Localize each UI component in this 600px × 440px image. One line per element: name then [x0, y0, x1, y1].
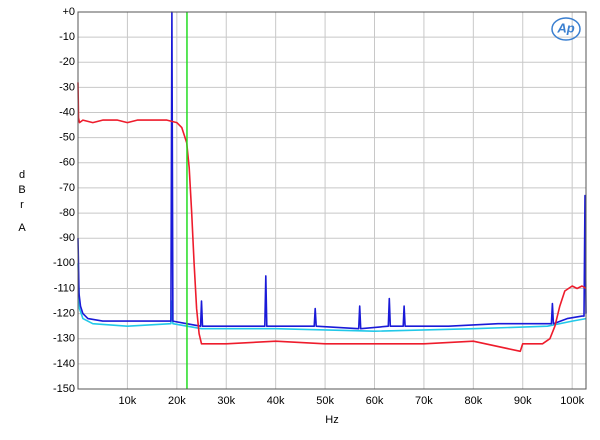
y-tick-label: -120 — [53, 308, 75, 320]
x-axis-label: Hz — [325, 414, 338, 426]
y-tick-label: -100 — [53, 257, 75, 269]
y-tick-label: -140 — [53, 358, 75, 370]
plot-border — [77, 11, 587, 390]
plot-area — [77, 11, 587, 390]
x-tick-label: 70k — [415, 395, 433, 407]
y-tick-label: -150 — [53, 383, 75, 395]
x-tick-label: 10k — [119, 395, 137, 407]
y-tick-label: -50 — [59, 132, 75, 144]
y-tick-label: -40 — [59, 106, 75, 118]
x-tick-label: 30k — [217, 395, 235, 407]
x-tick-label: 80k — [464, 395, 482, 407]
logo: Ap — [556, 20, 574, 35]
y-tick-label: -110 — [54, 282, 75, 294]
series-line — [77, 82, 587, 353]
series-line — [77, 11, 587, 330]
x-tick-label: 90k — [514, 395, 532, 407]
y-tick-label: -70 — [59, 182, 75, 194]
y-tick-label: +0 — [62, 6, 75, 18]
x-tick-label: 40k — [267, 395, 285, 407]
y-tick-label: -30 — [59, 81, 75, 93]
y-tick-label: -130 — [53, 333, 75, 345]
y-tick-label: -10 — [59, 31, 75, 43]
x-tick-label: 60k — [366, 395, 384, 407]
x-tick-label: 50k — [316, 395, 334, 407]
y-tick-label: -20 — [59, 56, 75, 68]
logo-ring — [551, 17, 581, 41]
y-axis-unit: A — [18, 222, 26, 234]
y-tick-label: -80 — [59, 207, 75, 219]
y-axis-label: dBr — [18, 169, 26, 211]
x-tick-label: 100k — [560, 395, 584, 407]
x-tick-label: 20k — [168, 395, 186, 407]
y-tick-label: -60 — [59, 157, 75, 169]
series — [77, 11, 587, 389]
series-line — [77, 263, 587, 332]
y-tick-label: -90 — [59, 232, 75, 244]
